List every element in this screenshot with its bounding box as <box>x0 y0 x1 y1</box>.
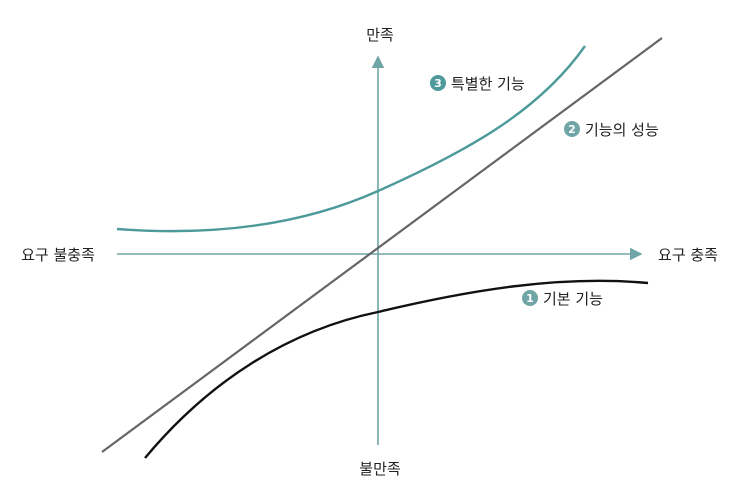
x-axis-right-label: 요구 충족 <box>658 246 718 264</box>
attractive-number-badge <box>430 75 446 91</box>
performance-number: 2 <box>568 123 576 136</box>
basic-curve <box>144 279 649 459</box>
y-axis-bottom-label: 불만족 <box>359 460 401 478</box>
y-axis-top-label: 만족 <box>366 26 394 44</box>
performance-label: 기능의 성능 <box>585 121 659 139</box>
performance-number-badge <box>564 121 580 137</box>
basic-number-badge <box>522 290 538 306</box>
basic-number: 1 <box>526 292 534 305</box>
x-axis-left-label: 요구 불충족 <box>21 246 95 264</box>
attractive-curve <box>116 45 586 233</box>
attractive-number: 3 <box>434 77 442 90</box>
performance-line <box>101 37 663 453</box>
basic-label: 기본 기능 <box>543 290 603 308</box>
attractive-label: 특별한 기능 <box>451 75 525 93</box>
